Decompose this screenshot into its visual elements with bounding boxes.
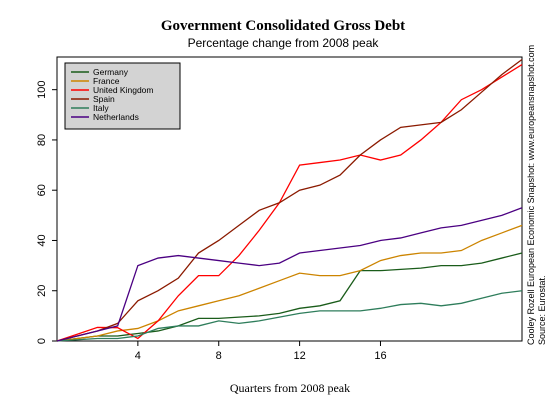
x-axis-label: Quarters from 2008 peak [230,381,350,395]
series-line [56,207,523,342]
legend-label: Germany [93,67,129,77]
y-tick-label: 0 [36,338,48,344]
x-tick-label: 4 [135,350,141,362]
chart-title: Government Consolidated Gross Debt [161,18,405,34]
series-line [56,290,523,342]
legend-label: Netherlands [93,112,139,122]
series-line [56,252,523,342]
legend-box [64,62,181,130]
series-line [56,224,523,342]
series-line [56,58,523,342]
legend-label: Italy [93,103,109,113]
legend-label: United Kingdom [93,85,153,95]
y-tick-label: 60 [36,184,48,196]
x-tick-label: 8 [216,350,222,362]
y-tick-label: 40 [36,234,48,246]
x-tick-label: 16 [374,350,386,362]
x-tick-label: 12 [293,350,305,362]
y-tick-label: 20 [36,285,48,297]
credit: Cooley Rozell European Economic Snapshot… [526,45,536,345]
legend-label: France [93,76,120,86]
source: Source: Eurostat. [537,275,547,345]
plot-frame [56,56,523,342]
chart-subtitle: Percentage change from 2008 peak [188,36,380,50]
legend-label: Spain [93,94,115,104]
y-tick-label: 100 [36,80,48,98]
y-tick-label: 80 [36,134,48,146]
